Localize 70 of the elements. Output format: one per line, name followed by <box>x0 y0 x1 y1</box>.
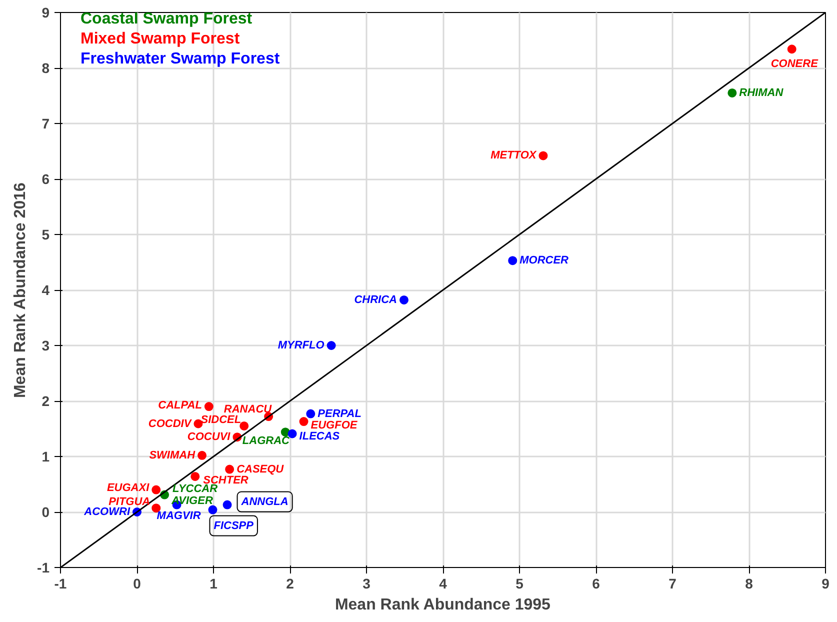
annotation: FICSPP <box>214 520 254 532</box>
annotation: ACOWRI <box>83 506 131 518</box>
text: Mixed Swamp Forest <box>80 30 240 48</box>
annotation: ANNGLA <box>240 496 288 508</box>
annotation: SIDCEL <box>200 414 242 426</box>
y-tick-label: 4 <box>42 282 50 298</box>
annotation: CALPAL <box>158 400 202 412</box>
point <box>306 409 316 418</box>
annotation: PITGUA <box>108 496 150 508</box>
point <box>194 419 203 428</box>
y-tick-label: 2 <box>42 393 50 409</box>
annotation: LYCCAR <box>172 482 218 495</box>
x-tick-label: 8 <box>745 576 754 592</box>
x-tick-label: 1 <box>210 576 218 592</box>
y-tick-label: 0 <box>42 504 50 520</box>
point <box>508 256 518 266</box>
x-tick-label: -1 <box>54 576 67 592</box>
annotation: SWIMAH <box>149 449 196 462</box>
annotation: LAGRAC <box>242 435 291 448</box>
point <box>152 504 161 513</box>
point <box>204 402 214 412</box>
annotation: RANACU <box>224 404 273 416</box>
x-tick-label: 9 <box>822 576 830 592</box>
y-tick-label: 8 <box>42 60 50 76</box>
annotation: CHRICA <box>354 294 398 306</box>
point <box>208 505 218 514</box>
x-tick-label: 7 <box>668 576 677 592</box>
annotation: AVIGER <box>170 494 213 507</box>
x-tick-label: 5 <box>516 576 524 592</box>
annotation: CONERE <box>770 58 819 70</box>
annotation: EUGFOE <box>310 420 358 432</box>
point <box>225 464 234 474</box>
point <box>787 44 796 54</box>
y-tick-label: 1 <box>42 448 50 464</box>
annotation: MORCER <box>520 254 569 267</box>
point <box>299 417 308 426</box>
point <box>198 450 207 460</box>
y-tick-label: -1 <box>37 560 50 576</box>
point <box>240 421 249 430</box>
point <box>399 296 408 304</box>
x-tick-label: 2 <box>286 576 294 592</box>
annotation: METTOX <box>490 150 537 162</box>
y-tick-label: 9 <box>42 4 50 20</box>
annotation: EUGAXI <box>106 482 150 494</box>
point <box>326 341 336 350</box>
y-tick-label: 3 <box>42 338 50 354</box>
x-axis-title: Mean Rank Abundance 1995 <box>334 596 551 614</box>
x-tick-label: 3 <box>362 576 371 592</box>
point <box>728 88 737 98</box>
point <box>190 472 200 481</box>
annotation: COCDIV <box>148 418 193 430</box>
point <box>152 485 161 494</box>
annotation: COCUVI <box>187 431 232 444</box>
annotation: RHIMAN <box>739 86 784 99</box>
annotation: MAGVIR <box>156 510 201 522</box>
annotation: CASEQU <box>236 463 285 476</box>
y-tick-label: 6 <box>42 171 50 187</box>
annotation: ILECAS <box>299 430 340 443</box>
annotation: MYRFLO <box>278 340 325 352</box>
y-axis-title: Mean Rank Abundance 2016 <box>12 182 30 398</box>
point <box>538 151 548 160</box>
x-tick-label: 4 <box>439 576 448 592</box>
annotation: PERPAL <box>318 408 362 420</box>
x-tick-label: 0 <box>133 576 142 592</box>
text: Freshwater Swamp Forest <box>80 50 280 68</box>
point <box>222 500 232 510</box>
x-tick-label: 6 <box>592 576 600 592</box>
y-tick-label: 7 <box>42 116 50 132</box>
y-tick-label: 5 <box>42 226 50 242</box>
point <box>288 429 297 438</box>
